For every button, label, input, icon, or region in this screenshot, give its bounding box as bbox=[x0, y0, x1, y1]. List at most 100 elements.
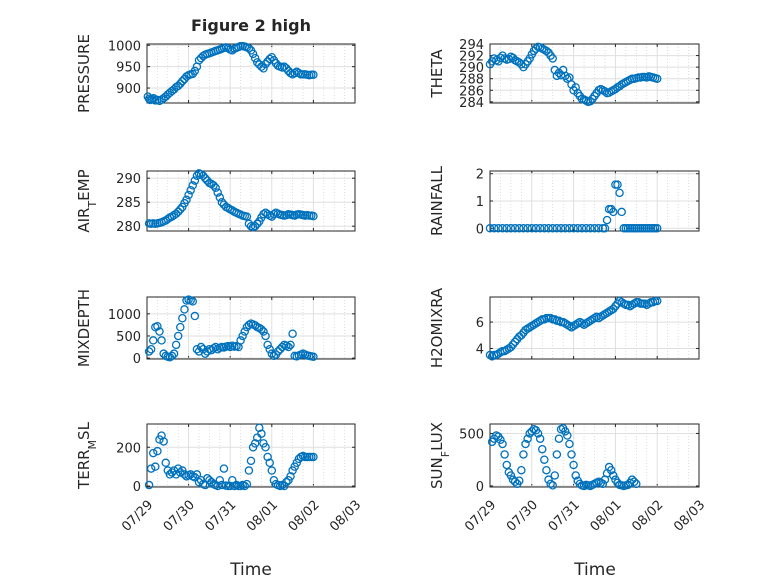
data-point bbox=[615, 188, 624, 198]
data-point bbox=[485, 224, 495, 233]
data-point bbox=[573, 319, 583, 328]
data-point bbox=[294, 68, 304, 78]
data-point bbox=[290, 68, 299, 78]
axes-border bbox=[489, 43, 700, 104]
axes-box bbox=[489, 43, 700, 104]
data-point bbox=[209, 181, 218, 190]
data-point bbox=[613, 299, 622, 308]
y-tick-label: 500 bbox=[459, 427, 484, 442]
data-point bbox=[223, 203, 233, 213]
data-point bbox=[309, 70, 318, 80]
y-axis-label: TERRMSL bbox=[75, 421, 99, 490]
data-point bbox=[590, 313, 599, 323]
data-point bbox=[544, 224, 553, 233]
data-point bbox=[178, 314, 187, 323]
y-tick-label: 280 bbox=[116, 220, 141, 235]
data-point bbox=[571, 471, 580, 480]
data-point bbox=[244, 44, 254, 53]
data-point bbox=[560, 224, 570, 233]
y-tick-label: 950 bbox=[116, 61, 141, 76]
data-point bbox=[188, 181, 198, 190]
data-point bbox=[198, 171, 208, 181]
axes-border bbox=[489, 170, 700, 232]
data-point bbox=[244, 320, 254, 330]
data-point bbox=[192, 345, 202, 354]
data-point bbox=[240, 481, 250, 491]
data-point bbox=[242, 479, 252, 489]
data-point bbox=[538, 444, 547, 454]
data-point bbox=[567, 450, 576, 459]
data-point bbox=[609, 207, 618, 217]
data-point bbox=[531, 319, 541, 328]
data-point bbox=[277, 342, 287, 352]
data-point bbox=[184, 190, 193, 200]
y-axis-label: RAINFALL bbox=[428, 165, 446, 236]
data-point bbox=[586, 316, 595, 325]
data-point bbox=[148, 336, 158, 345]
x-tick-label: 07/29 bbox=[462, 498, 499, 535]
data-point bbox=[213, 188, 222, 197]
data-point bbox=[167, 351, 177, 361]
x-axis-label-right: Time bbox=[573, 560, 616, 580]
data-point bbox=[535, 434, 545, 443]
y-tick-label: 294 bbox=[459, 38, 484, 53]
data-point bbox=[500, 450, 509, 459]
data-point bbox=[604, 307, 614, 316]
data-point bbox=[309, 352, 318, 362]
data-point bbox=[267, 466, 277, 475]
data-point bbox=[309, 211, 318, 221]
data-point bbox=[560, 319, 570, 328]
data-point bbox=[282, 64, 291, 73]
data-point bbox=[282, 477, 291, 487]
data-point bbox=[485, 350, 495, 360]
data-point bbox=[581, 319, 591, 328]
data-point bbox=[190, 311, 200, 321]
data-point bbox=[575, 479, 585, 489]
data-point bbox=[558, 317, 568, 327]
data-point bbox=[146, 464, 156, 473]
data-point bbox=[625, 301, 635, 311]
data-point bbox=[606, 465, 616, 475]
data-point bbox=[163, 214, 173, 224]
y-tick-label: 284 bbox=[459, 96, 484, 111]
data-point bbox=[548, 481, 557, 490]
data-point bbox=[569, 321, 578, 331]
panel-h2omixra: 4 6 H2OMIXRA bbox=[428, 287, 700, 368]
data-point bbox=[217, 480, 227, 490]
data-point bbox=[525, 323, 534, 332]
data-point bbox=[569, 460, 578, 470]
y-tick-label: 0 bbox=[133, 480, 141, 495]
data-point bbox=[259, 209, 268, 219]
data-point bbox=[265, 458, 274, 468]
data-point bbox=[648, 298, 658, 307]
data-point bbox=[563, 431, 572, 440]
data-point bbox=[502, 345, 511, 355]
data-point bbox=[527, 224, 537, 233]
data-point bbox=[521, 439, 530, 449]
x-tick-label: 07/30 bbox=[161, 498, 198, 535]
data-point bbox=[598, 311, 608, 320]
data-point bbox=[144, 480, 154, 490]
x-tick-label: 08/02 bbox=[286, 498, 323, 535]
panel-mixdepth: 0 500 1000 MIXDEPTH bbox=[75, 289, 356, 367]
data-point bbox=[263, 340, 272, 350]
data-point bbox=[494, 224, 503, 233]
data-point bbox=[250, 221, 260, 231]
y-tick-label: 900 bbox=[116, 82, 141, 97]
data-point bbox=[225, 481, 235, 491]
y-axis-label: PRESSURE bbox=[75, 34, 93, 113]
data-point bbox=[211, 342, 220, 352]
data-point bbox=[223, 44, 233, 53]
data-point bbox=[250, 439, 260, 448]
y-tick-label: 1 bbox=[476, 195, 484, 210]
data-point bbox=[265, 54, 274, 64]
data-point bbox=[171, 340, 181, 350]
data-point bbox=[600, 87, 610, 96]
data-point bbox=[198, 345, 208, 354]
data-point bbox=[577, 319, 587, 328]
data-point bbox=[257, 62, 266, 71]
data-point bbox=[540, 455, 549, 464]
data-point bbox=[209, 344, 218, 353]
